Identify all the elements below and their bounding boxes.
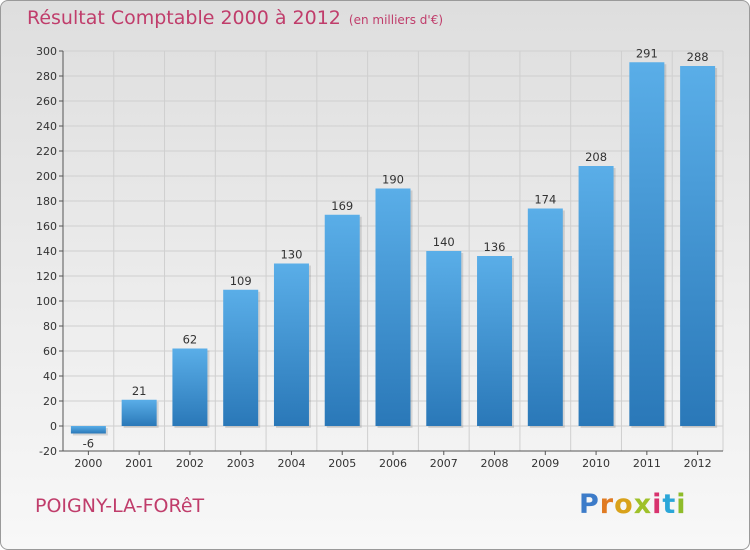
y-tick-label: 60 (43, 345, 57, 358)
y-tick-label: 180 (36, 195, 57, 208)
data-label-2011: 291 (636, 46, 658, 60)
bar-2010 (578, 166, 614, 426)
bar-2007 (426, 251, 462, 426)
bar-2012 (680, 66, 716, 426)
bar-2004 (273, 263, 309, 426)
axes: -20 0 20 40 60 80 100 120 140 160 180 200 220 240 260 2… (36, 45, 723, 470)
x-tick-label-2010: 2010 (582, 457, 610, 470)
y-tick-label: 300 (36, 45, 57, 58)
bar-2011 (629, 62, 665, 426)
bar-2005 (324, 214, 360, 426)
data-label-2005: 169 (331, 199, 353, 213)
logo-letter: x (633, 489, 653, 520)
town-name: POIGNY-LA-FORêT (35, 495, 205, 517)
logo-letter: i (652, 489, 663, 520)
data-label-2006: 190 (382, 173, 404, 187)
data-label-2009: 174 (534, 193, 556, 207)
y-tick-label: 0 (50, 420, 57, 433)
x-tick-label-2007: 2007 (430, 457, 458, 470)
bars (70, 62, 718, 436)
x-tick-label-2005: 2005 (328, 457, 356, 470)
chart-title-block: Résultat Comptable 2000 à 2012 (en millie… (27, 7, 443, 29)
chart-subtitle: (en milliers d'€) (348, 13, 444, 27)
data-labels: -6 21 62 109 130 169 190 140 136 174 208 291 288 (83, 46, 709, 450)
y-tick-label: 280 (36, 70, 57, 83)
bar-2009 (527, 208, 563, 426)
y-tick-label: 100 (36, 295, 57, 308)
x-tick-label-2001: 2001 (125, 457, 153, 470)
logo-letter: P (579, 489, 600, 520)
bar-2000 (70, 426, 106, 434)
data-label-2004: 130 (280, 248, 302, 262)
y-tick-label: -20 (39, 445, 57, 458)
bar-2002 (172, 348, 208, 426)
proxiti-logo: Proxiti (579, 489, 687, 520)
data-label-2001: 21 (132, 384, 147, 398)
x-tick-label-2003: 2003 (227, 457, 255, 470)
data-label-2003: 109 (230, 274, 252, 288)
x-tick-label-2000: 2000 (74, 457, 102, 470)
y-tick-label: 200 (36, 170, 57, 183)
y-tick-label: 80 (43, 320, 57, 333)
logo-letter: i (676, 489, 687, 520)
y-tick-label: 140 (36, 245, 57, 258)
logo-letter: o (614, 489, 634, 520)
bar-2003 (223, 289, 259, 426)
data-label-2007: 140 (433, 235, 455, 249)
chart-title: Résultat Comptable 2000 à 2012 (27, 7, 341, 29)
y-tick-label: 220 (36, 145, 57, 158)
x-tick-label-2006: 2006 (379, 457, 407, 470)
x-tick-label-2004: 2004 (277, 457, 305, 470)
logo-letter: t (662, 489, 677, 520)
data-label-2000: -6 (83, 437, 94, 451)
x-tick-label-2002: 2002 (176, 457, 204, 470)
x-tick-label-2009: 2009 (531, 457, 559, 470)
bar-2006 (375, 188, 411, 426)
y-tick-label: 160 (36, 220, 57, 233)
y-tick-label: 240 (36, 120, 57, 133)
bar-2001 (121, 399, 157, 426)
data-label-2008: 136 (484, 240, 506, 254)
data-label-2012: 288 (687, 50, 709, 64)
y-tick-label: 20 (43, 395, 57, 408)
data-label-2002: 62 (183, 333, 198, 347)
x-tick-label-2012: 2012 (684, 457, 712, 470)
logo-letter: r (599, 489, 615, 520)
x-tick-label-2011: 2011 (633, 457, 661, 470)
data-label-2010: 208 (585, 150, 607, 164)
y-tick-label: 260 (36, 95, 57, 108)
x-tick-label-2008: 2008 (481, 457, 509, 470)
bar-2008 (477, 256, 513, 426)
y-tick-label: 40 (43, 370, 57, 383)
y-tick-label: 120 (36, 270, 57, 283)
